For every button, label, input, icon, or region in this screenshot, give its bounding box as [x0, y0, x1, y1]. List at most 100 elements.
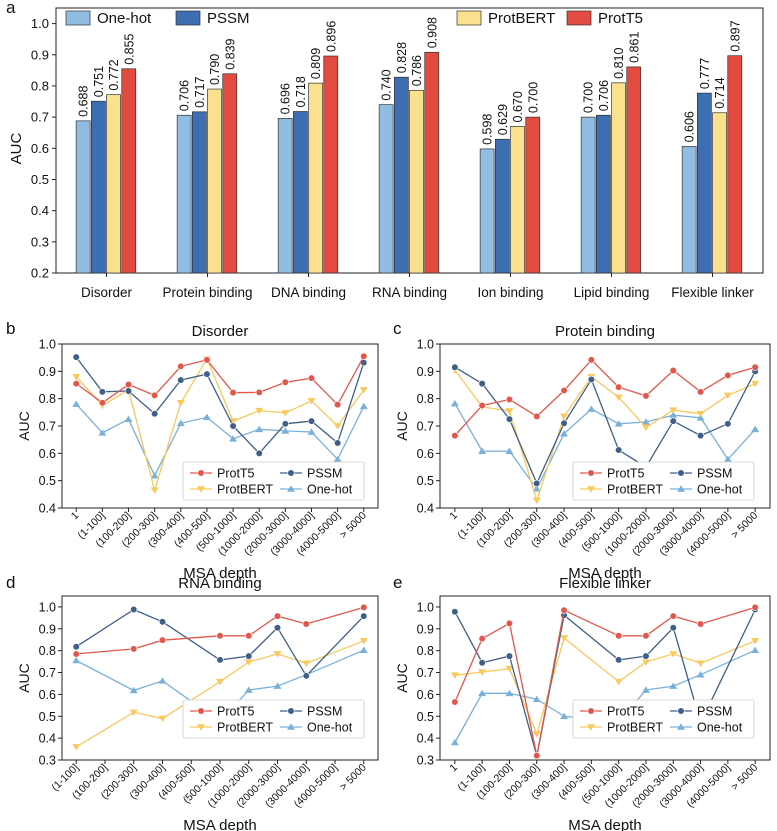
bar-value-label: 0.718 — [294, 76, 308, 107]
x-axis-label: MSA depth — [568, 817, 641, 831]
x-tick-label: RNA binding — [372, 285, 447, 300]
y-tick-label: 0.2 — [31, 266, 49, 281]
data-point — [72, 744, 81, 751]
panel-c: c Protein binding 0.4 0.5 0.6 0.7 0.8 0.9 1.0 AUC… — [393, 319, 771, 582]
bar — [424, 51, 440, 274]
bar-value-label: 0.786 — [410, 55, 424, 86]
y-tick-label: 0.9 — [39, 365, 56, 379]
y-tick-label: 0.4 — [417, 732, 434, 746]
panel-title: Flexible linker — [559, 575, 651, 592]
bar — [727, 55, 743, 274]
panel-frame — [439, 595, 771, 761]
data-point — [359, 646, 368, 654]
legend-swatch — [456, 10, 482, 26]
data-point — [129, 686, 138, 694]
y-tick-label: 0.7 — [417, 420, 434, 434]
data-point — [669, 612, 677, 620]
series-line — [76, 606, 364, 655]
data-point — [203, 370, 211, 378]
data-point — [669, 411, 678, 418]
bar — [595, 114, 611, 274]
y-axis-label: AUC — [16, 411, 32, 441]
data-point — [302, 672, 310, 680]
series-line — [454, 636, 756, 736]
data-point — [129, 709, 138, 716]
bar-value-label: 0.706 — [178, 80, 192, 111]
data-point — [333, 455, 342, 463]
data-point — [450, 672, 459, 679]
y-tick-label: 0.5 — [417, 474, 434, 488]
data-point — [229, 422, 237, 430]
legend-marker — [287, 723, 295, 730]
panel-a-letter: a — [6, 0, 16, 17]
legend-marker — [287, 707, 295, 715]
y-tick-label: 0.6 — [417, 447, 434, 461]
data-point — [751, 603, 759, 611]
data-point — [360, 352, 368, 360]
data-point — [334, 439, 342, 447]
bar — [75, 120, 91, 274]
y-tick-label: 0.9 — [39, 622, 56, 636]
y-tick-label: 0.8 — [417, 392, 434, 406]
data-point — [669, 366, 677, 375]
data-point — [98, 429, 107, 436]
bar-value-label: 0.629 — [496, 104, 510, 135]
data-point — [176, 399, 185, 407]
data-point — [560, 712, 569, 720]
bar — [106, 94, 121, 274]
data-point — [560, 413, 569, 421]
data-point — [72, 650, 80, 658]
bar — [308, 82, 323, 274]
bar — [409, 89, 424, 274]
y-tick-label: 1.0 — [417, 338, 434, 352]
data-point — [532, 695, 541, 703]
data-point — [532, 730, 541, 738]
data-point — [72, 656, 81, 664]
data-point — [696, 660, 705, 667]
bar — [293, 111, 308, 274]
data-point — [229, 389, 237, 397]
legend-marker — [197, 707, 205, 715]
bar — [626, 66, 642, 274]
panel-title: RNA binding — [178, 575, 261, 592]
y-tick-label: 0.6 — [417, 688, 434, 702]
data-point — [176, 419, 185, 427]
data-point — [229, 418, 238, 425]
data-point — [450, 399, 459, 407]
series-line — [75, 403, 365, 478]
data-point — [72, 380, 80, 388]
data-point — [255, 449, 263, 457]
data-point — [216, 656, 224, 664]
data-point — [615, 446, 623, 454]
x-axis-label: MSA depth — [568, 565, 641, 582]
data-point — [751, 638, 760, 645]
data-point — [696, 388, 705, 396]
data-point — [478, 447, 487, 454]
data-point — [723, 455, 732, 463]
legend-marker — [287, 469, 295, 477]
data-point — [244, 686, 253, 693]
data-point — [273, 612, 282, 620]
bar-value-label: 0.777 — [698, 58, 712, 89]
y-tick-label: 0.7 — [39, 420, 56, 434]
data-point — [216, 678, 224, 686]
bar — [394, 76, 409, 274]
series-line — [75, 357, 365, 493]
data-point — [478, 401, 486, 410]
bar — [696, 92, 712, 274]
legend-marker — [677, 707, 685, 715]
data-point — [124, 415, 133, 422]
bar-value-label: 0.897 — [728, 20, 742, 51]
x-tick-label: Flexible linker — [671, 285, 754, 300]
data-point — [451, 698, 459, 706]
data-point — [72, 643, 80, 651]
data-point — [532, 497, 541, 504]
legend-label: One-hot — [697, 721, 743, 735]
legend-label: ProtBERT — [217, 721, 273, 735]
data-point — [359, 387, 368, 394]
data-point — [615, 656, 623, 664]
data-point — [72, 374, 81, 381]
bar-value-label: 0.809 — [309, 48, 323, 79]
bar-value-label: 0.839 — [223, 38, 237, 69]
y-tick-label: 0.7 — [39, 666, 56, 680]
